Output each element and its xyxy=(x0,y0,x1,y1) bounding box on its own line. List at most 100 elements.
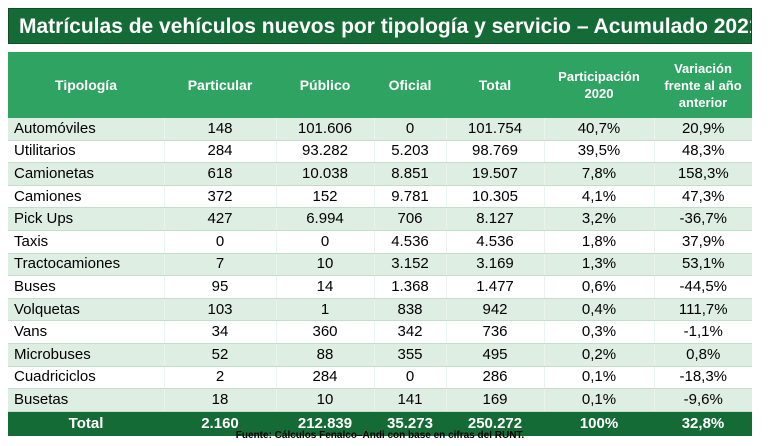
cell-tipologia: Camiones xyxy=(8,185,164,209)
cell-variacion: 37,9% xyxy=(653,230,752,254)
registrations-table: Tipología Particular Público Oficial Tot… xyxy=(8,52,752,436)
cell-total: 10.305 xyxy=(445,185,544,209)
cell-tipologia: Camionetas xyxy=(8,162,164,186)
cell-variacion: -36,7% xyxy=(653,207,752,231)
cell-oficial: 355 xyxy=(373,343,446,367)
cell-tipologia: Vans xyxy=(8,320,164,344)
header-publico: Público xyxy=(276,52,374,118)
cell-oficial: 8.851 xyxy=(373,162,446,186)
cell-publico: 93.282 xyxy=(275,140,374,164)
cell-participacion: 0,6% xyxy=(543,275,654,299)
cell-total: 736 xyxy=(445,320,544,344)
cell-publico: 10 xyxy=(275,253,374,277)
cell-participacion: 1,8% xyxy=(543,230,654,254)
cell-publico: 0 xyxy=(275,230,374,254)
table-row: Camiones 372 152 9.781 10.305 4,1% 47,3% xyxy=(8,185,752,209)
cell-participacion: 0,1% xyxy=(543,388,654,412)
totals-participacion: 100% xyxy=(544,411,654,436)
cell-tipologia: Tractocamiones xyxy=(8,253,164,277)
cell-participacion: 40,7% xyxy=(543,118,654,141)
cell-tipologia: Taxis xyxy=(8,230,164,254)
cell-participacion: 0,3% xyxy=(543,320,654,344)
cell-publico: 10 xyxy=(275,388,374,412)
cell-particular: 427 xyxy=(163,207,276,231)
cell-publico: 152 xyxy=(275,185,374,209)
cell-total: 286 xyxy=(445,366,544,390)
cell-oficial: 9.781 xyxy=(373,185,446,209)
cell-publico: 10.038 xyxy=(275,162,374,186)
cell-variacion: -18,3% xyxy=(653,366,752,390)
cell-variacion: 47,3% xyxy=(653,185,752,209)
cell-variacion: 53,1% xyxy=(653,253,752,277)
cell-oficial: 4.536 xyxy=(373,230,446,254)
cell-publico: 1 xyxy=(275,298,374,322)
totals-publico: 212.839 xyxy=(276,411,374,436)
header-tipologia: Tipología xyxy=(8,52,164,118)
table-row: Buses 95 14 1.368 1.477 0,6% -44,5% xyxy=(8,275,752,299)
totals-oficial: 35.273 xyxy=(374,411,446,436)
totals-label: Total xyxy=(8,411,164,436)
cell-oficial: 342 xyxy=(373,320,446,344)
cell-tipologia: Microbuses xyxy=(8,343,164,367)
table-row: Busetas 18 10 141 169 0,1% -9,6% xyxy=(8,388,752,412)
table-row: Automóviles 148 101.606 0 101.754 40,7% 20,9% xyxy=(8,118,752,141)
cell-participacion: 1,3% xyxy=(543,253,654,277)
cell-publico: 284 xyxy=(275,366,374,390)
cell-publico: 101.606 xyxy=(275,118,374,141)
cell-variacion: 20,9% xyxy=(653,118,752,141)
cell-variacion: -9,6% xyxy=(653,388,752,412)
totals-variacion: 32,8% xyxy=(654,411,752,436)
cell-tipologia: Busetas xyxy=(8,388,164,412)
cell-particular: 52 xyxy=(163,343,276,367)
cell-particular: 284 xyxy=(163,140,276,164)
cell-tipologia: Buses xyxy=(8,275,164,299)
cell-variacion: -44,5% xyxy=(653,275,752,299)
table-row: Taxis 0 0 4.536 4.536 1,8% 37,9% xyxy=(8,230,752,254)
header-variacion: Variación frente al año anterior xyxy=(654,52,752,118)
table-row: Microbuses 52 88 355 495 0,2% 0,8% xyxy=(8,343,752,367)
source-note: Fuente: Cálculos Fenalco–Andi con base e… xyxy=(235,430,525,441)
cell-total: 495 xyxy=(445,343,544,367)
cell-particular: 618 xyxy=(163,162,276,186)
cell-particular: 34 xyxy=(163,320,276,344)
totals-particular: 2.160 xyxy=(164,411,276,436)
report-container: Matrículas de vehículos nuevos por tipol… xyxy=(8,8,752,441)
header-participacion: Participación 2020 xyxy=(544,52,654,118)
cell-variacion: 158,3% xyxy=(653,162,752,186)
cell-publico: 14 xyxy=(275,275,374,299)
table-row: Utilitarios 284 93.282 5.203 98.769 39,5% 48,3… xyxy=(8,140,752,164)
cell-total: 98.769 xyxy=(445,140,544,164)
cell-particular: 7 xyxy=(163,253,276,277)
table-row: Pick Ups 427 6.994 706 8.127 3,2% -36,7% xyxy=(8,207,752,231)
header-oficial: Oficial xyxy=(374,52,446,118)
table-row: Cuadriciclos 2 284 0 286 0,1% -18,3% xyxy=(8,366,752,390)
header-row: Tipología Particular Público Oficial Tot… xyxy=(8,52,752,118)
cell-oficial: 0 xyxy=(373,366,446,390)
cell-oficial: 838 xyxy=(373,298,446,322)
cell-variacion: -1,1% xyxy=(653,320,752,344)
cell-particular: 95 xyxy=(163,275,276,299)
cell-total: 169 xyxy=(445,388,544,412)
table-row: Volquetas 103 1 838 942 0,4% 111,7% xyxy=(8,298,752,322)
cell-oficial: 141 xyxy=(373,388,446,412)
cell-tipologia: Utilitarios xyxy=(8,140,164,164)
cell-particular: 18 xyxy=(163,388,276,412)
cell-total: 942 xyxy=(445,298,544,322)
cell-publico: 6.994 xyxy=(275,207,374,231)
totals-total: 250.272 xyxy=(446,411,544,436)
cell-oficial: 3.152 xyxy=(373,253,446,277)
cell-participacion: 4,1% xyxy=(543,185,654,209)
cell-total: 4.536 xyxy=(445,230,544,254)
cell-oficial: 1.368 xyxy=(373,275,446,299)
cell-particular: 148 xyxy=(163,118,276,141)
cell-participacion: 3,2% xyxy=(543,207,654,231)
cell-total: 8.127 xyxy=(445,207,544,231)
cell-total: 3.169 xyxy=(445,253,544,277)
cell-participacion: 0,2% xyxy=(543,343,654,367)
totals-row: Total 2.160 212.839 35.273 250.272 100% … xyxy=(8,411,752,436)
cell-tipologia: Volquetas xyxy=(8,298,164,322)
cell-publico: 360 xyxy=(275,320,374,344)
cell-oficial: 0 xyxy=(373,118,446,141)
cell-particular: 103 xyxy=(163,298,276,322)
cell-participacion: 7,8% xyxy=(543,162,654,186)
